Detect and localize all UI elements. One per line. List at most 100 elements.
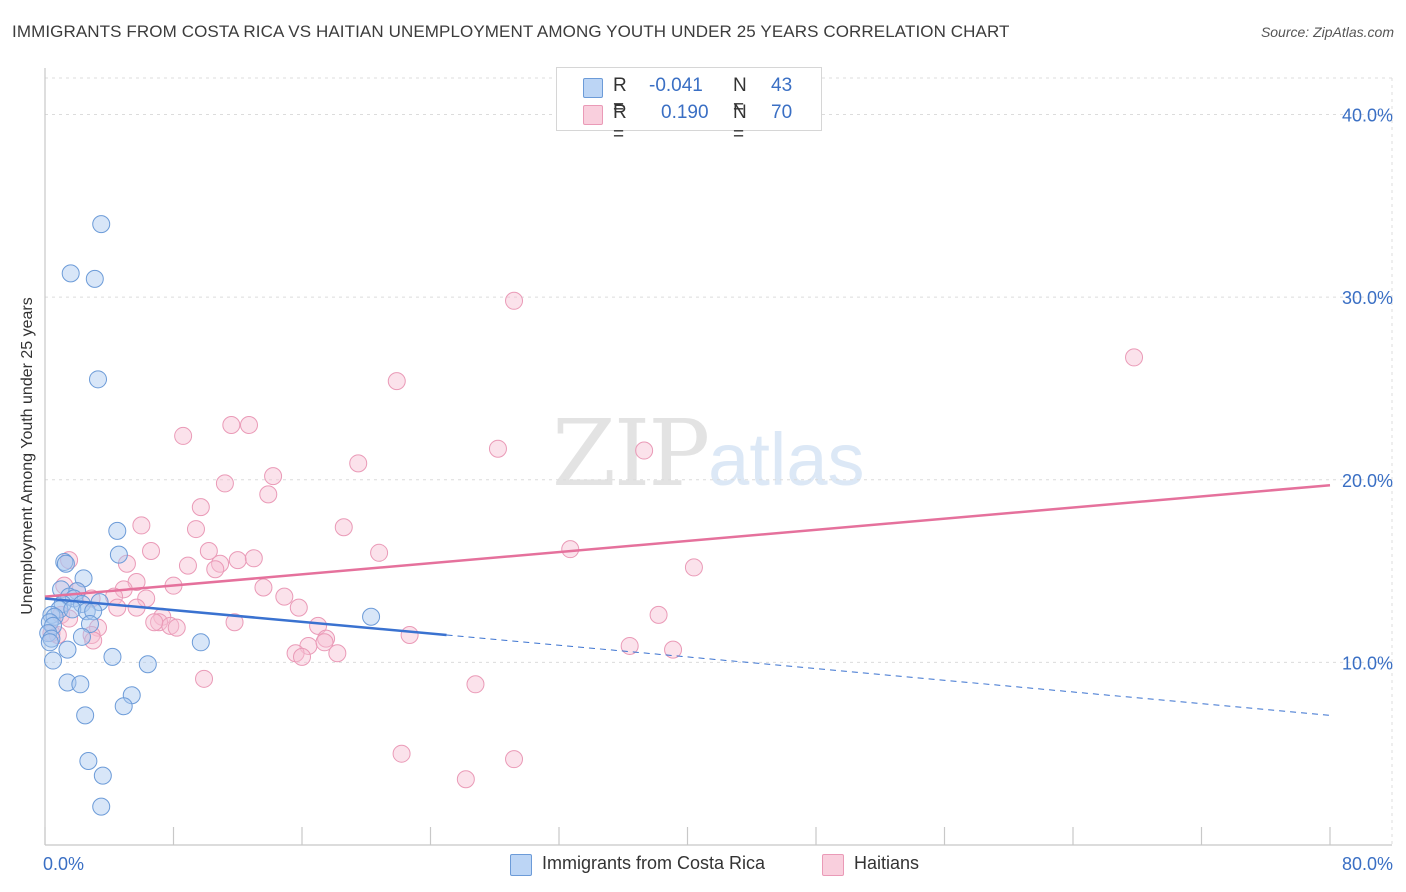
haitians-point [174,426,193,445]
haitians-point [142,541,161,560]
costa-rica-point [108,521,127,540]
haitians-point [309,616,328,635]
haitians-point [191,498,210,517]
haitians-point [145,613,164,632]
haitians-point [466,675,485,694]
costa-rica-point [92,797,111,816]
legend-r-label: R = [613,102,627,145]
haitians-point [400,625,419,644]
haitians-point [561,540,580,559]
y-axis-label: Unemployment Among Youth under 25 years [19,297,36,615]
haitians-point [150,613,169,632]
haitians-point [649,605,668,624]
haitians-point [211,554,230,573]
costa-rica-point [71,675,90,694]
legend-r-value: 0.190 [661,102,709,123]
x-tick-label: 0.0% [43,854,84,874]
costa-rica-point [138,655,157,674]
costa-rica-point [93,766,112,785]
bottom-legend-swatch-pink [822,854,844,876]
costa-rica-point [191,633,210,652]
bottom-legend-swatch-blue [510,854,532,876]
costa-rica-point [76,706,95,725]
costa-rica-point [79,751,98,770]
haitians-point [264,467,283,486]
costa-rica-point [39,624,58,643]
haitians-point [167,618,186,637]
x-tick-label: 80.0% [1342,854,1393,874]
legend-n-label: N = [733,75,747,118]
haitians-point [315,633,334,652]
haitians-point [684,558,703,577]
haitians-point [1125,348,1144,367]
y-tick-label: 30.0% [1342,288,1393,308]
haitians-point [254,578,273,597]
haitians-point [195,669,214,688]
costa-rica-point [103,647,122,666]
costa-rica-points [39,215,381,816]
legend-r-value: -0.041 [649,75,703,96]
haitians-point [239,415,258,434]
costa-rica-point [89,370,108,389]
costa-rica-point [72,627,91,646]
haitians-point [222,415,241,434]
trend-lines [44,483,1331,716]
haitians-point [505,750,524,769]
haitians-point [488,439,507,458]
haitians-point [244,549,263,568]
costa-rica-point [40,633,59,652]
haitians-points [42,291,1144,789]
bottom-legend-label: Immigrants from Costa Rica [542,853,766,873]
haitians-point [334,518,353,537]
costa-rica-point [58,640,77,659]
haitians-point [199,541,218,560]
costa-rica-point [362,607,381,626]
haitians-point [328,644,347,663]
haitians-point [275,587,294,606]
haitians-point [225,613,244,632]
haitians-point [505,291,524,310]
legend-swatch-pink [583,105,603,125]
correlation-legend: R = -0.041 N = 43 R = 0.190 N = 70 [556,67,822,145]
costa-rica-point [92,215,111,234]
y-tick-label: 10.0% [1342,653,1393,673]
haitians-point [186,520,205,539]
haitians-point [108,598,127,617]
haitians-point [293,647,311,666]
tick-labels: 10.0% 20.0% 30.0% 40.0% 0.0% 80.0% [43,106,1393,874]
costa-rica-point [61,264,80,283]
y-tick-label: 40.0% [1342,106,1393,126]
haitians-point [664,640,683,659]
grid-lines [45,77,1393,845]
haitians-point [178,556,197,575]
haitians-point [228,551,247,570]
haitians-point [456,770,475,789]
haitians-point [215,474,234,493]
haitians-point [370,543,389,562]
costa-rica-point [114,697,133,716]
haitians-point [289,598,308,617]
costa-rica-point [44,651,63,670]
costa-rica-point [80,615,99,634]
legend-r-label: R = [613,75,627,118]
haitians-point [635,441,654,460]
haitians-point [132,516,151,535]
haitians-point [620,636,639,655]
axes [44,68,1392,846]
legend-n-value: 43 [771,75,793,96]
source-credit: Source: ZipAtlas.com [1260,24,1394,40]
legend-swatch-blue [583,78,603,98]
haitians-point [206,560,225,579]
legend-n-value: 70 [771,102,793,123]
costa-rica-point [109,545,128,564]
costa-rica-point [85,269,104,288]
haitians-point [392,744,411,763]
costa-rica-trend-extension [446,634,1331,716]
costa-rica-trend-line [44,597,447,637]
legend-n-label: N = [733,102,747,145]
haitians-trend-line [44,483,1331,598]
costa-rica-point [45,607,64,626]
haitians-point [387,372,406,391]
haitians-point [259,485,278,504]
